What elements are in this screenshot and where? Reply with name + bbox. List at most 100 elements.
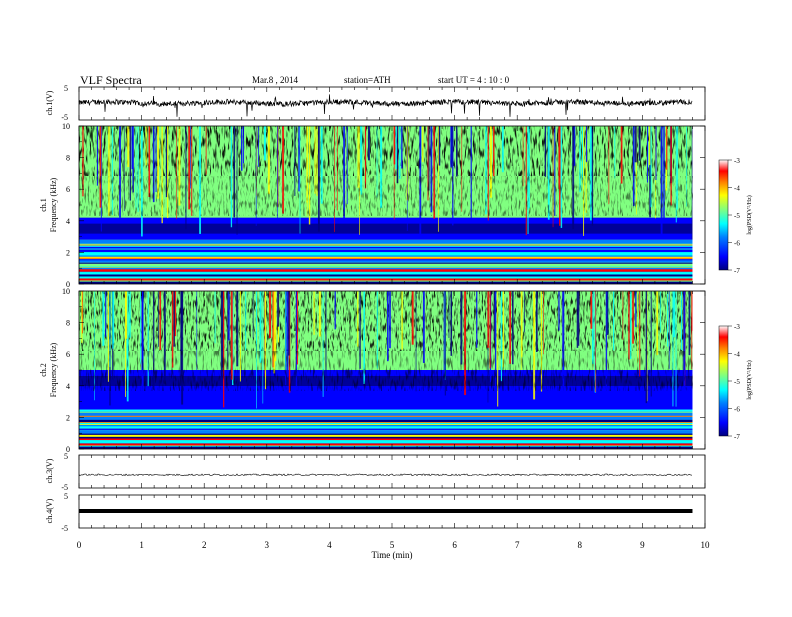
impulse-stripe: [272, 291, 275, 368]
x-tick-label: 4: [327, 540, 332, 550]
impulse-stripe: [264, 291, 266, 377]
impulse-stripe: [497, 291, 499, 407]
impulse-stripe: [450, 126, 452, 168]
impulse-stripe: [334, 291, 336, 330]
impulse-stripe: [277, 126, 278, 222]
impulse-stripe: [595, 291, 597, 392]
impulse-stripe: [256, 291, 257, 409]
impulse-stripe: [686, 126, 688, 207]
impulse-stripe: [485, 126, 487, 215]
impulse-stripe: [364, 126, 367, 189]
ch3-waveform-trace: [78, 473, 693, 477]
impulse-stripe: [127, 126, 130, 168]
impulse-stripe: [137, 126, 139, 212]
impulse-stripe: [188, 126, 191, 210]
ch2-colorbar: [718, 325, 729, 437]
impulse-stripe: [520, 291, 522, 371]
impulse-stripe: [269, 291, 272, 339]
ch4-ytick-top: 5: [64, 492, 68, 501]
impulse-stripe: [455, 126, 458, 177]
impulse-stripe: [675, 126, 677, 223]
impulse-stripe: [576, 291, 579, 348]
impulse-stripe: [430, 126, 433, 213]
ch1-ytick-bottom: -5: [61, 113, 68, 122]
tonal-line: [79, 281, 693, 284]
impulse-stripe: [650, 126, 652, 208]
impulse-stripe: [606, 291, 609, 335]
impulse-stripe: [663, 126, 665, 219]
ch2-spectrogram-image: [79, 291, 693, 449]
impulse-stripe: [448, 291, 450, 339]
ch1-frequency-axis-label: Frequency (kHz): [49, 177, 58, 232]
impulse-stripe: [256, 291, 257, 345]
impulse-stripe: [422, 126, 424, 163]
y-tick-label: 8: [66, 319, 70, 328]
impulse-stripe: [113, 291, 115, 344]
impulse-stripe: [646, 126, 649, 183]
impulse-stripe: [645, 291, 648, 404]
impulse-stripe: [107, 291, 109, 382]
impulse-stripe: [582, 126, 584, 180]
impulse-stripe: [112, 291, 114, 349]
impulse-stripe: [155, 126, 157, 192]
impulse-stripe: [393, 126, 395, 220]
impulse-stripe: [288, 291, 290, 356]
impulse-stripe: [359, 126, 361, 191]
impulse-stripe: [438, 126, 441, 166]
impulse-stripe: [585, 126, 588, 162]
impulse-stripe: [376, 291, 378, 369]
x-tick-label: 10: [701, 540, 711, 550]
tonal-line: [79, 245, 693, 249]
tonal-line: [79, 265, 693, 267]
tonal-line: [79, 259, 693, 261]
impulse-stripe: [233, 126, 236, 218]
impulse-stripe: [461, 126, 463, 212]
impulse-stripe: [108, 126, 110, 217]
tonal-line: [79, 257, 693, 260]
colorbar-tick-label: -3: [734, 323, 740, 331]
ch1-ytick-top: 5: [64, 84, 68, 93]
impulse-stripe: [236, 291, 239, 367]
y-tick-label: 8: [66, 154, 70, 163]
impulse-stripe: [452, 126, 454, 226]
impulse-stripe: [109, 291, 111, 368]
tonal-line: [79, 426, 693, 429]
impulse-stripe: [632, 126, 635, 207]
impulse-stripe: [673, 291, 676, 338]
impulse-stripe: [558, 126, 560, 189]
y-tick-label: 4: [66, 217, 70, 226]
impulse-stripe: [450, 126, 453, 164]
impulse-stripe: [262, 291, 264, 404]
impulse-stripe: [635, 291, 637, 327]
impulse-stripe: [343, 126, 345, 219]
impulse-stripe: [501, 126, 504, 173]
impulse-stripe: [94, 291, 95, 401]
impulse-stripe: [639, 291, 641, 377]
impulse-stripe: [273, 291, 276, 374]
impulse-stripe: [562, 291, 564, 389]
impulse-stripe: [554, 126, 556, 216]
impulse-stripe: [357, 291, 359, 347]
impulse-stripe: [675, 291, 677, 407]
impulse-stripe: [125, 291, 128, 339]
tonal-line: [79, 419, 693, 423]
tonal-line: [79, 275, 693, 277]
impulse-stripe: [274, 291, 277, 362]
impulse-stripe: [227, 291, 229, 370]
tonal-line: [79, 434, 693, 437]
impulse-stripe: [255, 126, 257, 226]
y-tick-label: 2: [66, 413, 70, 422]
impulse-stripe: [655, 126, 657, 181]
x-tick-label: 7: [515, 540, 520, 550]
impulse-stripe: [577, 291, 580, 346]
impulse-stripe: [264, 291, 267, 390]
impulse-stripe: [622, 291, 624, 340]
impulse-stripe: [533, 291, 536, 400]
impulse-stripe: [628, 291, 630, 360]
x-tick-label: 6: [452, 540, 457, 550]
colorbar-tick-label: -7: [734, 267, 740, 275]
impulse-stripe: [634, 126, 637, 163]
impulse-stripe: [668, 291, 670, 369]
impulse-stripe: [239, 291, 241, 382]
